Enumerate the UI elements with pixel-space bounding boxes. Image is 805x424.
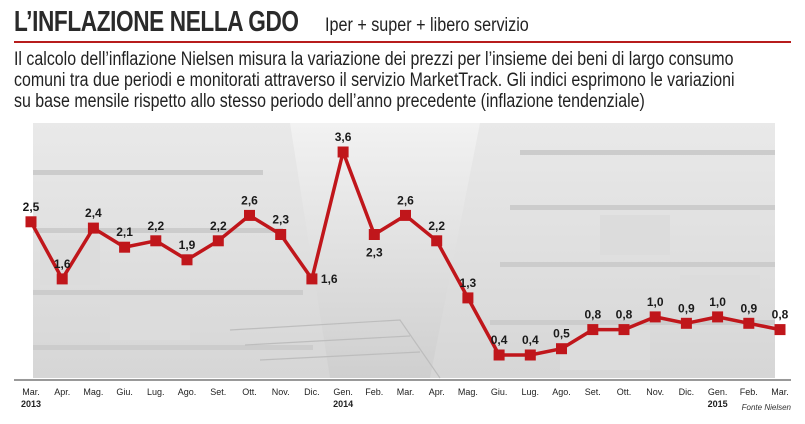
data-point-marker [119,241,131,253]
x-tick-label: Mag. [458,387,478,397]
description-text: Il calcolo dell’inflazione Nielsen misur… [14,49,735,112]
data-value-label: 2,1 [116,225,133,239]
x-tick-label: Ago. [178,387,197,397]
data-value-label: 1,6 [321,272,338,286]
x-tick-label: Feb. [365,387,383,397]
data-point-marker [306,273,318,285]
data-point-marker [400,209,411,221]
data-point-marker [25,216,37,228]
x-tick-label: Feb. [740,387,758,397]
supermarket-background [33,123,775,379]
title-row: L’INFLAZIONE NELLA GDO Iper + super + li… [14,6,565,42]
data-value-label: 0,8 [616,308,633,322]
value-labels: 2,5 1,6 2,4 2,1 2,2 1,9 2,2 2,6 2,3 1,6 3,6 2,3 2,6 2… [23,130,789,347]
data-value-label: 3,6 [335,130,352,144]
x-axis-ticks: Mar. Apr. Mag. Giu. Lug. Ago. Set. Ott. Nov. Dic.… [22,387,789,397]
data-value-label: 1,9 [179,238,196,252]
data-point-marker [244,209,255,221]
data-value-label: 2,4 [85,206,102,220]
data-value-label: 2,6 [397,193,414,207]
data-value-label: 1,3 [460,276,477,290]
x-tick-label: Dic. [679,387,695,397]
data-point-marker [431,235,443,247]
data-point-marker [462,292,474,304]
data-point-marker [556,343,567,355]
data-value-label: 0,8 [584,308,601,322]
x-tick-label: Ott. [242,387,257,397]
data-point-marker [150,235,162,247]
data-value-label: 2,3 [366,246,383,260]
data-value-label: 2,6 [241,193,258,207]
data-value-label: 2,2 [210,219,227,233]
data-point-marker [743,317,755,329]
data-point-marker [649,311,661,323]
x-tick-label: Set. [210,387,226,397]
x-tick-label: Nov. [272,387,290,397]
data-point-marker [275,229,287,240]
data-point-marker [774,324,786,336]
x-tick-label: Mag. [83,387,103,397]
data-markers [25,146,786,361]
page-subtitle: Iper + super + libero servizio [324,15,529,36]
data-point-marker [680,317,692,329]
source-label: Fonte Nielsen [742,403,792,412]
data-value-label: 0,4 [522,333,539,347]
x-tick-label: Dic. [304,387,320,397]
data-point-marker [524,349,536,361]
data-point-marker [337,146,349,158]
x-tick-label: Gen. [708,387,728,397]
data-point-marker [712,311,724,323]
x-tick-label: Gen. [333,387,353,397]
data-value-label: 0,9 [678,301,695,315]
data-point-marker [56,273,68,285]
year-label: 2015 [708,399,728,409]
x-tick-label: Ott. [617,387,632,397]
x-tick-label: Set. [585,387,601,397]
x-tick-label: Lug. [522,387,540,397]
data-point-marker [587,324,599,336]
data-value-label: 0,5 [553,327,570,341]
x-tick-label: Mar. [22,387,40,397]
data-point-marker [493,349,505,361]
data-point-marker [181,254,193,266]
x-tick-label: Apr. [429,387,445,397]
x-tick-label: Mar. [771,387,789,397]
data-value-label: 0,8 [772,308,789,322]
x-tick-label: Apr. [54,387,70,397]
data-value-label: 2,2 [147,219,164,233]
data-value-label: 0,4 [491,333,508,347]
data-value-label: 1,0 [647,295,664,309]
data-value-label: 2,3 [272,213,289,227]
x-tick-label: Ago. [552,387,571,397]
data-point-marker [87,222,99,234]
page-title: L’INFLAZIONE NELLA GDO [14,6,299,38]
x-tick-label: Giu. [116,387,133,397]
x-tick-label: Lug. [147,387,165,397]
data-value-label: 2,2 [428,219,445,233]
data-value-label: 2,5 [23,200,40,214]
data-value-label: 1,6 [54,257,71,271]
x-tick-label: Mar. [397,387,415,397]
x-tick-label: Giu. [491,387,508,397]
year-label: 2013 [21,399,41,409]
x-tick-label: Nov. [646,387,664,397]
title-rule [14,41,791,43]
year-labels: 2013 2014 2015 [21,399,728,409]
data-point-marker [212,235,224,247]
data-point-marker [368,229,380,240]
data-value-label: 0,9 [740,301,757,315]
data-point-marker [618,324,630,336]
data-value-label: 1,0 [709,295,726,309]
year-label: 2014 [333,399,353,409]
